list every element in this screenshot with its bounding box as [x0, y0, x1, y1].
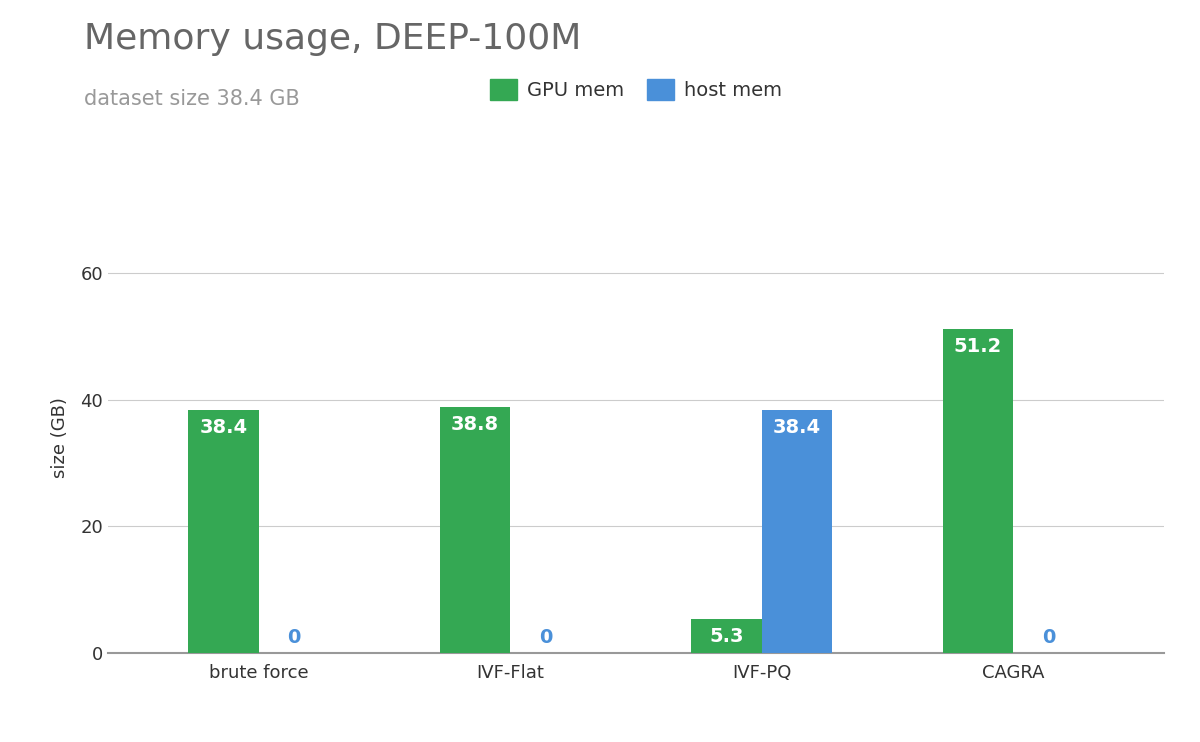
Bar — [943, 329, 1013, 653]
Text: 0: 0 — [539, 628, 552, 646]
Legend: GPU mem, host mem: GPU mem, host mem — [480, 69, 792, 109]
Text: 0: 0 — [287, 628, 301, 646]
Text: 38.8: 38.8 — [451, 415, 499, 434]
Bar — [440, 407, 510, 653]
Bar — [762, 410, 832, 653]
Text: dataset size 38.4 GB: dataset size 38.4 GB — [84, 89, 300, 109]
Text: 38.4: 38.4 — [773, 418, 821, 436]
Text: 0: 0 — [1042, 628, 1055, 646]
Bar — [691, 620, 762, 653]
Text: 38.4: 38.4 — [199, 418, 247, 436]
Y-axis label: size (GB): size (GB) — [52, 398, 70, 478]
Text: 51.2: 51.2 — [954, 337, 1002, 355]
Text: 5.3: 5.3 — [709, 627, 744, 646]
Text: Memory usage, DEEP-100M: Memory usage, DEEP-100M — [84, 22, 581, 56]
Bar — [188, 410, 259, 653]
